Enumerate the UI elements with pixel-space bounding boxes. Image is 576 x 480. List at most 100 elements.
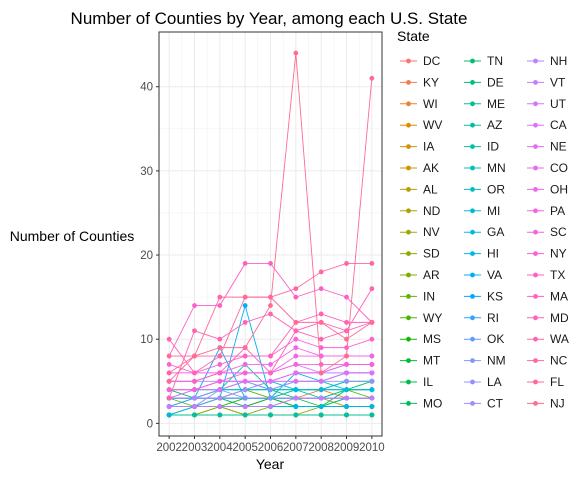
data-point — [318, 395, 324, 401]
data-point — [344, 404, 349, 409]
legend-item-id: ID — [464, 140, 499, 154]
legend-label: PA — [550, 204, 565, 218]
data-point — [166, 378, 172, 384]
legend-item-me: ME — [464, 97, 505, 111]
x-tick-label: 2002 — [156, 442, 182, 454]
legend-key-point — [533, 294, 538, 299]
data-point — [242, 412, 248, 418]
legend-item-ny: NY — [527, 247, 567, 261]
data-point — [166, 336, 172, 342]
legend-label: FL — [550, 375, 564, 389]
data-point — [369, 378, 375, 384]
legend-key-point — [470, 401, 475, 406]
legend-key-point — [406, 336, 411, 342]
data-point — [369, 286, 375, 292]
data-point — [166, 395, 172, 401]
legend-key-point — [406, 101, 411, 107]
data-point — [192, 387, 197, 393]
legend-label: VA — [487, 268, 502, 282]
legend-item-ga: GA — [464, 225, 504, 239]
legend-key-point — [533, 165, 538, 171]
legend-label: CO — [550, 161, 568, 175]
data-point — [369, 412, 375, 418]
data-point — [192, 370, 197, 376]
legend-label: NJ — [550, 396, 565, 410]
legend-item-al: AL — [400, 182, 438, 196]
legend-item-mt: MT — [400, 354, 441, 368]
data-point — [242, 370, 248, 376]
y-tick-label: 20 — [140, 250, 153, 262]
data-point — [217, 378, 223, 384]
legend-item-ak: AK — [400, 161, 439, 175]
data-point — [293, 328, 299, 334]
data-point — [242, 404, 248, 409]
legend-label: OR — [487, 182, 505, 196]
legend-label: DE — [487, 75, 504, 89]
data-point — [217, 387, 223, 393]
legend-item-ia: IA — [400, 140, 434, 154]
legend-key-point — [406, 144, 411, 150]
data-point — [166, 404, 172, 409]
data-point — [192, 303, 197, 308]
legend-key-point — [533, 315, 538, 321]
data-point — [293, 378, 299, 384]
legend-label: ND — [423, 204, 441, 218]
legend-label: DC — [423, 54, 441, 68]
legend-label: TN — [487, 54, 503, 68]
series-nj — [166, 50, 375, 384]
data-point — [242, 303, 248, 308]
legend-label: VT — [550, 75, 566, 89]
x-tick-label: 2003 — [182, 442, 208, 454]
legend-label: KY — [423, 75, 439, 89]
legend-item-wi: WI — [400, 97, 438, 111]
legend-key-point — [470, 208, 475, 214]
legend-label: AL — [423, 182, 438, 196]
data-point — [369, 75, 375, 81]
legend-key-point — [533, 336, 538, 342]
data-point — [166, 387, 172, 393]
legend-label: MI — [487, 204, 500, 218]
data-point — [369, 336, 375, 342]
legend-label: IN — [423, 289, 435, 303]
data-point — [293, 404, 299, 409]
y-axis-title: Number of Counties — [10, 228, 135, 244]
legend-item-de: DE — [464, 75, 504, 89]
legend-item-in: IN — [400, 289, 435, 303]
legend-key-point — [406, 401, 411, 406]
legend-key-point — [406, 315, 411, 321]
legend-item-ri: RI — [464, 311, 499, 325]
legend-label: NH — [550, 54, 567, 68]
legend-key-point — [533, 208, 538, 214]
data-point — [192, 378, 197, 384]
legend: State DC KY WI WV IA AK AL ND NV SD AR IN WY MS MT IL MO… — [397, 28, 569, 410]
legend-label: IL — [423, 375, 433, 389]
legend-key-point — [533, 401, 538, 406]
legend-key-point — [470, 165, 475, 171]
data-point — [293, 294, 299, 300]
legend-key-point — [533, 122, 538, 128]
legend-key-point — [470, 379, 475, 385]
data-point — [217, 370, 223, 376]
legend-label: NY — [550, 247, 567, 261]
legend-label: NE — [550, 140, 567, 154]
legend-item-nd: ND — [400, 204, 441, 218]
legend-label: CA — [550, 118, 567, 132]
data-point — [344, 387, 349, 393]
legend-label: WA — [550, 332, 569, 346]
legend-label: MO — [423, 396, 442, 410]
data-point — [293, 412, 299, 418]
data-point — [344, 412, 349, 418]
legend-key-point — [470, 358, 475, 363]
data-point — [192, 412, 197, 418]
data-point — [242, 353, 248, 359]
data-point — [344, 345, 349, 351]
legend-item-oh: OH — [527, 182, 568, 196]
data-point — [318, 345, 324, 351]
legend-label: OK — [487, 332, 504, 346]
x-tick-label: 2009 — [334, 442, 360, 454]
data-point — [268, 378, 273, 384]
data-point — [268, 294, 273, 300]
plot-panel — [158, 31, 383, 437]
data-point — [242, 395, 248, 401]
